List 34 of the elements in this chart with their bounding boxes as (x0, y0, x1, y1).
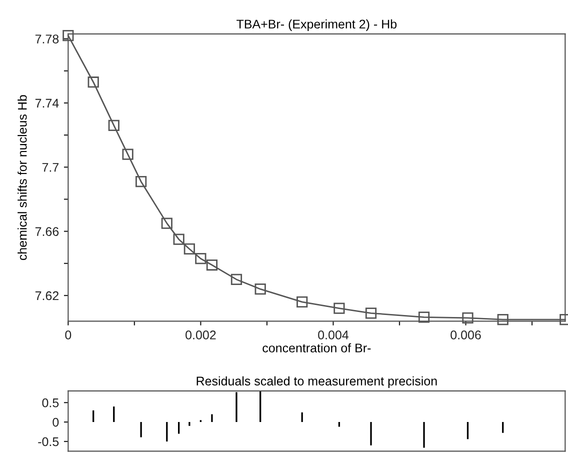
point (497, 314, 508, 326)
point (135, 176, 147, 188)
point (62, 30, 74, 42)
point (365, 308, 377, 319)
x-tick-label: 0.004 (318, 330, 349, 340)
y-tick-label: 7.62 (35, 291, 59, 300)
point (206, 259, 218, 271)
y-tick-label: 7.66 (35, 227, 59, 236)
y-tick-label: 0.5 (42, 398, 59, 408)
point (173, 234, 184, 245)
x-tick-label: 0.002 (186, 330, 216, 340)
y-tick-label: 7.78 (35, 34, 59, 44)
point (122, 148, 134, 160)
point (230, 274, 242, 286)
point (184, 243, 195, 255)
y-tick-label: 0 (52, 418, 59, 427)
y-tick-label: 7.74 (35, 98, 59, 108)
point (334, 302, 345, 314)
point (462, 312, 474, 324)
y-axis-title: chemical shifts for nucleus Hb (18, 95, 27, 260)
x-tick-label: 0 (65, 330, 72, 340)
point (195, 253, 206, 264)
chart-title: TBA+Br- (Experiment 2) - Hb (236, 19, 397, 32)
y-tick-label: -0.5 (38, 437, 59, 446)
point (108, 120, 120, 131)
y-tick-label: 7.7 (42, 163, 59, 172)
point (418, 312, 430, 323)
point (296, 296, 308, 308)
x-tick-label: 0.006 (450, 330, 481, 340)
point (88, 76, 99, 88)
chart-title: Residuals scaled to measurement precision (196, 376, 437, 388)
point (254, 284, 266, 295)
x-axis-title: concentration of Br- (262, 343, 371, 352)
point (161, 218, 172, 229)
